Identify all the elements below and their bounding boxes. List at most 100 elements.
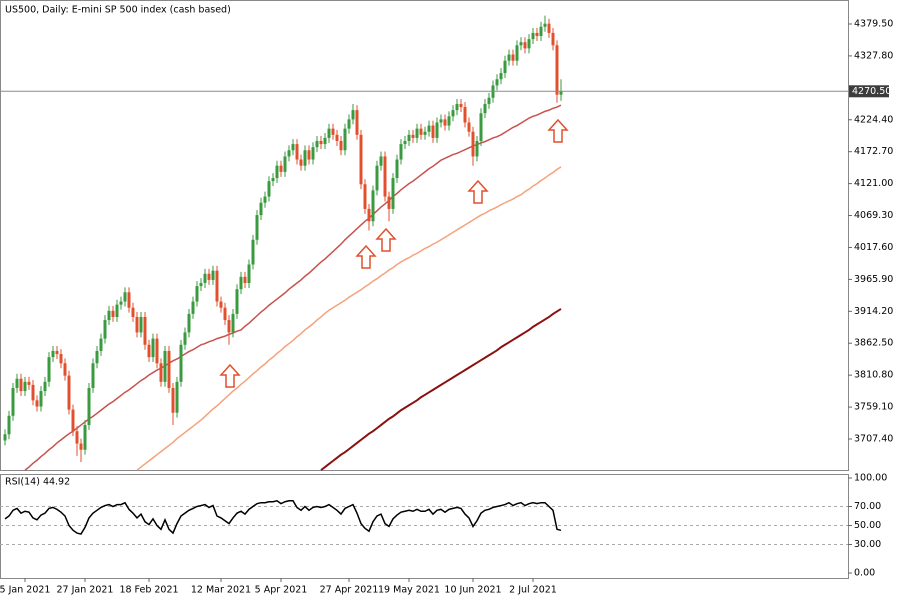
candle-body (295, 144, 299, 160)
candle-body (439, 119, 443, 123)
candle-body (435, 122, 439, 138)
candle-body (215, 270, 219, 302)
price-label-box (849, 85, 889, 98)
candle-body (515, 45, 519, 61)
x-tick-label: 10 Jun 2021 (444, 585, 501, 596)
candle-body (379, 156, 383, 166)
x-tick-label: 19 May 2021 (378, 585, 440, 596)
candle-body (335, 134, 339, 141)
candle-body (255, 215, 259, 240)
candle-body (327, 128, 331, 138)
candle-body (347, 119, 351, 129)
y-tick-label: 70.00 (854, 501, 881, 512)
y-tick-label: 3965.90 (854, 274, 893, 285)
candle-body (123, 292, 127, 302)
indicator-line (136, 166, 562, 471)
candle-body (63, 363, 67, 376)
candle-body (71, 409, 75, 432)
candle-body (311, 147, 315, 160)
candle-body (487, 97, 491, 104)
candle-body (451, 110, 455, 117)
y-tick-label: 4379.50 (854, 18, 893, 29)
y-tick-label: 30.00 (854, 539, 881, 550)
candle-body (127, 292, 131, 308)
candle-body (147, 344, 151, 358)
rsi-panel (0, 474, 849, 579)
candle-body (383, 156, 387, 197)
candle-body (59, 354, 63, 364)
candle-body (187, 313, 191, 333)
candle-body (115, 304, 119, 317)
candle-body (31, 384, 35, 401)
y-tick-label: 3862.50 (854, 338, 893, 349)
candle-body (303, 150, 307, 166)
candle-body (287, 150, 291, 157)
candle-body (511, 54, 515, 61)
candle-body (547, 23, 551, 33)
candle-body (155, 338, 159, 364)
candle-body (151, 338, 155, 358)
candle-body (143, 316, 147, 345)
indicator-line (24, 104, 562, 471)
candle-body (43, 381, 47, 392)
candle-body (455, 103, 459, 111)
candle-body (27, 381, 31, 385)
y-tick-label: 4172.70 (854, 146, 893, 157)
candle-body (211, 270, 215, 280)
x-tick-label: 27 Jan 2021 (57, 585, 114, 596)
candle-body (227, 320, 231, 333)
candle-body (39, 391, 43, 407)
x-tick-label: 12 Mar 2021 (191, 585, 251, 596)
candle-body (95, 350, 99, 364)
y-tick-label: 3914.20 (854, 306, 893, 317)
annotation-arrows (219, 118, 569, 388)
candle-body (531, 32, 535, 40)
candle-body (415, 128, 419, 138)
candle-body (471, 131, 475, 157)
candle-body (179, 344, 183, 382)
candle-body (523, 42, 527, 49)
candle-body (407, 134, 411, 141)
candle-body (331, 128, 335, 135)
candle-body (351, 110, 355, 120)
candle-body (15, 378, 19, 388)
candle-body (503, 60, 507, 74)
y-tick-label: 0.00 (854, 568, 875, 579)
candle-body (363, 184, 367, 209)
candle-body (79, 443, 83, 450)
candle-body (559, 91, 563, 95)
candle-body (399, 144, 403, 160)
candle-body (247, 264, 251, 284)
x-tick-label: 5 Jan 2021 (0, 585, 50, 596)
candle-body (507, 54, 511, 61)
candle-body (463, 107, 467, 123)
candle-body (339, 140, 343, 151)
candle-body (551, 32, 555, 46)
up-arrow (219, 363, 241, 388)
candle-body (47, 357, 51, 382)
candle-body (243, 276, 247, 284)
candle-body (175, 381, 179, 413)
candle-body (87, 387, 91, 426)
candle-body (535, 32, 539, 37)
candle-body (75, 431, 79, 444)
candle-body (167, 350, 171, 388)
candle-body (195, 286, 199, 302)
up-arrow (547, 118, 569, 143)
candle-body (131, 307, 135, 317)
candle-body (159, 363, 163, 382)
indicator-line (320, 308, 562, 471)
candle-body (475, 140, 479, 157)
y-tick-label: 100.00 (854, 473, 887, 484)
candle-body (259, 202, 263, 216)
candle-body (171, 387, 175, 413)
candle-body (219, 301, 223, 308)
candle-body (519, 42, 523, 46)
candle-body (107, 310, 111, 321)
indicator-line (4, 499, 562, 535)
candle-body (367, 208, 371, 222)
candle-body (199, 283, 203, 287)
candle-body (139, 316, 143, 333)
candle-body (223, 307, 227, 321)
